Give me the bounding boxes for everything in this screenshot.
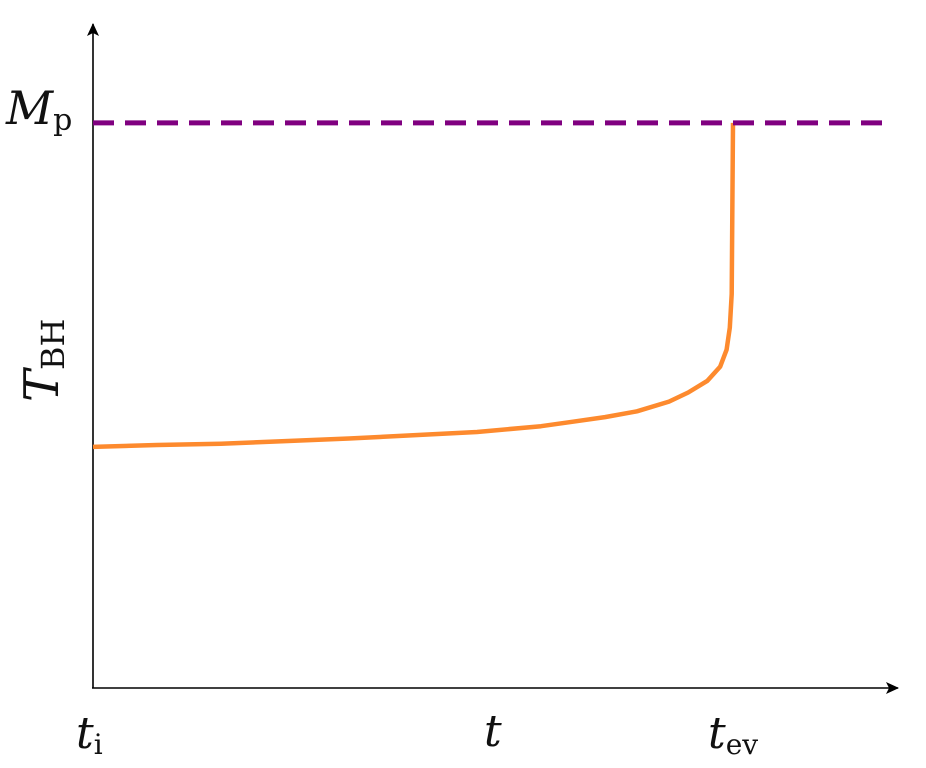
y-tick-label-mp: Mp xyxy=(5,81,72,138)
tbh-curve xyxy=(92,122,736,450)
x-tick-label-ti: ti xyxy=(76,708,103,761)
x-tick-label-tev: tev xyxy=(708,708,758,761)
y-axis-label: TBH xyxy=(14,319,72,402)
series-layer xyxy=(92,120,893,450)
x-axis-label: t xyxy=(484,706,502,757)
